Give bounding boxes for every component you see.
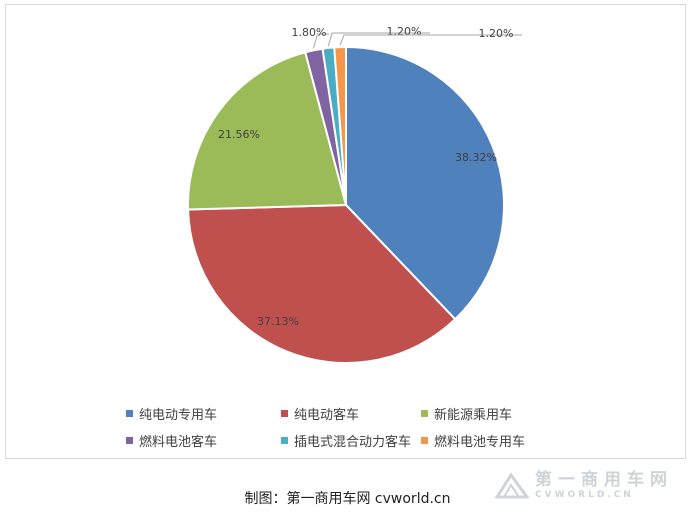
- data-label: 1.80%: [292, 26, 327, 39]
- legend-label: 新能源乘用车: [434, 408, 513, 423]
- legend-swatch: [126, 437, 133, 444]
- legend-item: 新能源乘用车: [421, 404, 571, 423]
- legend-label: 燃料电池专用车: [434, 435, 526, 450]
- pie-chart: 38.32% 37.13% 21.56% 1.80% 1.20% 1.20%: [187, 25, 522, 364]
- data-label: 21.56%: [218, 128, 260, 141]
- watermark: 第一商用车网 CVWORLD.CN: [495, 468, 690, 504]
- data-label: 1.20%: [479, 27, 514, 40]
- watermark-en: CVWORLD.CN: [535, 490, 634, 500]
- data-label: 37.13%: [257, 315, 299, 328]
- legend-item: 纯电动专用车: [126, 404, 281, 423]
- caption: 制图：第一商用车网 cvworld.cn: [244, 491, 451, 507]
- legend: 纯电动专用车 纯电动客车 新能源乘用车燃料电池客车 插电式混合动力客车 燃料电池专用车: [126, 404, 596, 450]
- legend-swatch: [421, 437, 428, 444]
- legend-label: 纯电动专用车: [139, 408, 218, 423]
- legend-label: 纯电动客车: [294, 408, 360, 423]
- legend-label: 燃料电池客车: [139, 435, 218, 450]
- pie-slice: [187, 51, 348, 211]
- leader-line: [339, 34, 522, 46]
- legend-label: 插电式混合动力客车: [294, 435, 412, 450]
- legend-swatch: [126, 410, 133, 417]
- data-label: 1.20%: [387, 25, 422, 38]
- legend-item: 燃料电池客车: [126, 431, 281, 450]
- legend-item: 燃料电池专用车: [421, 431, 571, 450]
- legend-swatch: [421, 410, 428, 417]
- legend-swatch: [281, 410, 288, 417]
- chart-frame: 38.32% 37.13% 21.56% 1.80% 1.20% 1.20% 纯电动专用车…: [5, 4, 686, 459]
- watermark-logo-icon: [495, 472, 529, 499]
- watermark-cn: 第一商用车网: [535, 470, 673, 490]
- legend-item: 纯电动客车: [281, 404, 421, 423]
- pie-slice: [187, 203, 457, 364]
- data-label: 38.32%: [455, 151, 497, 164]
- leader-line: [327, 32, 430, 47]
- legend-swatch: [281, 437, 288, 444]
- pie-slice: [345, 45, 505, 321]
- leader-line: [312, 33, 329, 49]
- legend-item: 插电式混合动力客车: [281, 431, 421, 450]
- pie-slice: [333, 45, 347, 206]
